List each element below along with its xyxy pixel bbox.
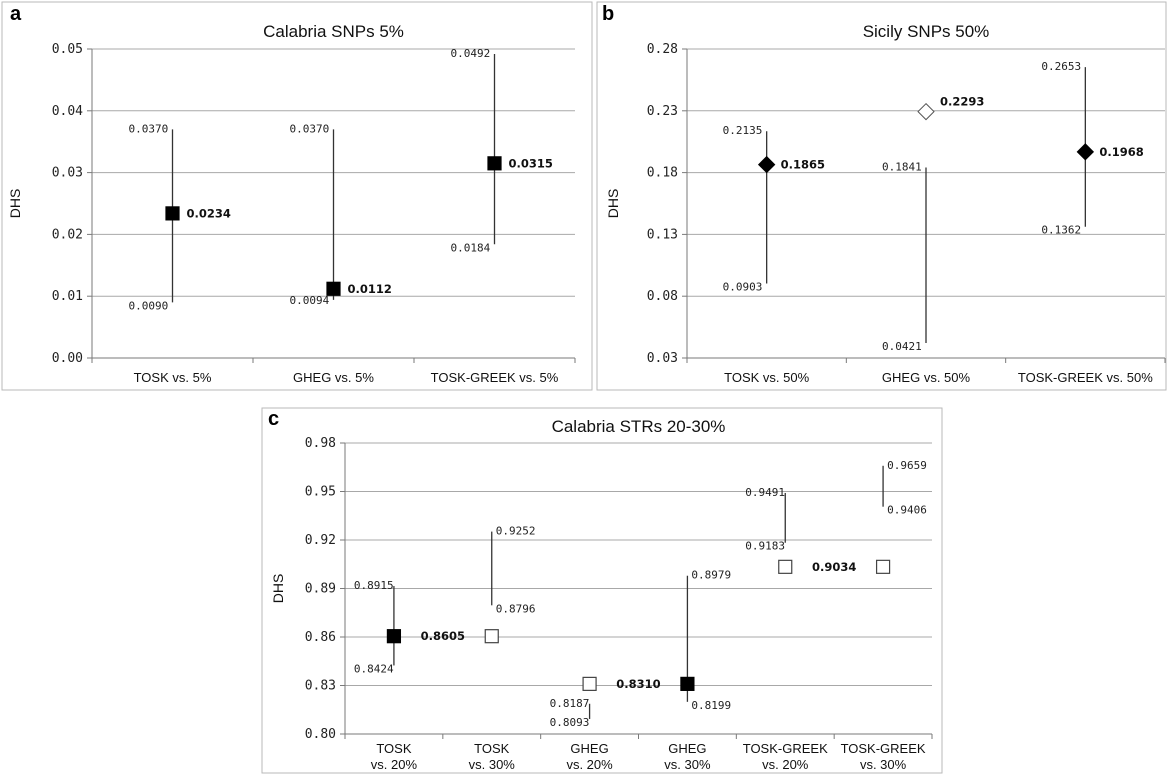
lower-bound-label: 0.0090 xyxy=(129,299,169,312)
panel-a-letter: a xyxy=(10,3,22,25)
y-tick-label: 0.89 xyxy=(305,582,336,597)
y-axis-label: DHS xyxy=(605,189,621,219)
data-point-square xyxy=(487,156,502,171)
y-axis-label: DHS xyxy=(270,574,286,604)
lower-bound-label: 0.8093 xyxy=(550,716,590,729)
y-tick-label: 0.95 xyxy=(305,485,336,500)
panel-c-frame xyxy=(261,407,943,774)
data-point-square xyxy=(165,206,180,221)
y-tick-label: 0.92 xyxy=(305,533,336,548)
chart-title: Calabria STRs 20-30% xyxy=(552,417,726,436)
lower-bound-label: 0.0903 xyxy=(723,280,763,293)
y-tick-label: 0.03 xyxy=(647,351,678,366)
y-axis-label: DHS xyxy=(7,189,23,219)
upper-bound-label: 0.0370 xyxy=(290,122,330,135)
x-tick-label: GHEG vs. 50% xyxy=(882,370,971,385)
lower-bound-label: 0.0094 xyxy=(290,294,330,307)
x-tick-label: TOSK xyxy=(376,741,411,756)
data-point-square xyxy=(326,281,341,296)
data-point-square xyxy=(582,676,597,691)
lower-bound-label: 0.0184 xyxy=(451,241,491,254)
y-tick-label: 0.03 xyxy=(52,166,83,181)
upper-bound-label: 0.2653 xyxy=(1041,60,1081,73)
lower-bound-label: 0.8796 xyxy=(496,602,536,615)
panel-b-frame xyxy=(596,1,1167,391)
lower-bound-label: 0.8199 xyxy=(691,699,731,712)
lower-bound-label: 0.0421 xyxy=(882,340,922,353)
x-tick-label: vs. 30% xyxy=(664,757,711,772)
x-tick-label: TOSK-GREEK xyxy=(841,741,926,756)
x-tick-label: vs. 20% xyxy=(566,757,613,772)
x-tick-label: vs. 20% xyxy=(371,757,418,772)
value-label: 0.0234 xyxy=(187,206,231,220)
y-tick-label: 0.05 xyxy=(52,42,83,57)
y-tick-label: 0.13 xyxy=(647,227,678,242)
data-point-diamond xyxy=(917,102,935,121)
x-tick-label: TOSK-GREEK xyxy=(743,741,828,756)
upper-bound-label: 0.9252 xyxy=(496,525,536,538)
y-tick-label: 0.00 xyxy=(52,351,83,366)
upper-bound-label: 0.0370 xyxy=(129,122,169,135)
data-point-square xyxy=(680,676,695,691)
value-label: 0.8605 xyxy=(421,629,465,643)
value-label: 0.8310 xyxy=(616,677,660,691)
upper-bound-label: 0.9659 xyxy=(887,459,927,472)
x-tick-label: GHEG xyxy=(668,741,706,756)
y-tick-label: 0.98 xyxy=(305,436,336,451)
data-point-square xyxy=(484,629,499,644)
panel-a-chart: Calabria SNPs 5% DHS 0.00 0.01 0.02 0.03 0.04 0… xyxy=(7,22,576,385)
y-tick-label: 0.23 xyxy=(647,104,678,119)
y-tick-label: 0.18 xyxy=(647,166,678,181)
y-tick-label: 0.86 xyxy=(305,630,336,645)
y-tick-label: 0.02 xyxy=(52,227,83,242)
y-tick-label: 0.28 xyxy=(647,42,678,57)
upper-bound-label: 0.2135 xyxy=(723,124,763,137)
value-label: 0.1968 xyxy=(1099,145,1143,159)
x-tick-label: TOSK-GREEK vs. 5% xyxy=(431,370,559,385)
x-tick-label: GHEG vs. 5% xyxy=(293,370,374,385)
panel-b-chart: Sicily SNPs 50% DHS 0.03 0.08 0.13 0.18 0.23 0.… xyxy=(605,22,1166,385)
y-tick-label: 0.01 xyxy=(52,289,83,304)
x-tick-label: vs. 30% xyxy=(860,757,907,772)
upper-bound-label: 0.8915 xyxy=(354,579,394,592)
data-point-square xyxy=(778,559,793,574)
data-point-diamond xyxy=(757,155,776,174)
value-label: 0.0315 xyxy=(509,156,553,170)
y-tick-label: 0.80 xyxy=(305,727,336,742)
lower-bound-label: 0.9406 xyxy=(887,504,927,517)
x-tick-label: TOSK vs. 50% xyxy=(724,370,809,385)
x-tick-label: vs. 30% xyxy=(469,757,516,772)
data-point-square xyxy=(875,559,891,574)
x-tick-label: TOSK vs. 5% xyxy=(134,370,212,385)
panel-c-letter: c xyxy=(268,408,279,430)
upper-bound-label: 0.1841 xyxy=(882,161,922,174)
value-label: 0.9034 xyxy=(812,560,856,574)
data-point-diamond xyxy=(1076,143,1095,161)
upper-bound-label: 0.8979 xyxy=(691,569,731,582)
x-tick-label: TOSK-GREEK vs. 50% xyxy=(1018,370,1153,385)
chart-title: Sicily SNPs 50% xyxy=(863,22,990,41)
value-label: 0.2293 xyxy=(940,95,984,109)
y-tick-label: 0.08 xyxy=(647,289,678,304)
x-tick-label: TOSK xyxy=(474,741,509,756)
x-tick-label: vs. 20% xyxy=(762,757,809,772)
data-point-square xyxy=(386,629,402,644)
lower-bound-label: 0.1362 xyxy=(1041,224,1081,237)
value-label: 0.1865 xyxy=(781,158,825,172)
lower-bound-label: 0.9183 xyxy=(745,540,785,553)
upper-bound-label: 0.8187 xyxy=(550,697,590,710)
x-tick-label: GHEG xyxy=(570,741,608,756)
y-tick-label: 0.04 xyxy=(52,104,83,119)
upper-bound-label: 0.9491 xyxy=(745,486,785,499)
upper-bound-label: 0.0492 xyxy=(451,47,491,60)
value-label: 0.0112 xyxy=(348,282,392,296)
y-tick-label: 0.83 xyxy=(305,679,336,694)
lower-bound-label: 0.8424 xyxy=(354,662,394,675)
panel-c-chart: Calabria STRs 20-30% DHS 0.80 0.83 0.86 0.89 0… xyxy=(270,417,933,772)
panel-b-letter: b xyxy=(602,3,614,25)
chart-title: Calabria SNPs 5% xyxy=(263,22,404,41)
panel-a-frame xyxy=(1,1,593,391)
